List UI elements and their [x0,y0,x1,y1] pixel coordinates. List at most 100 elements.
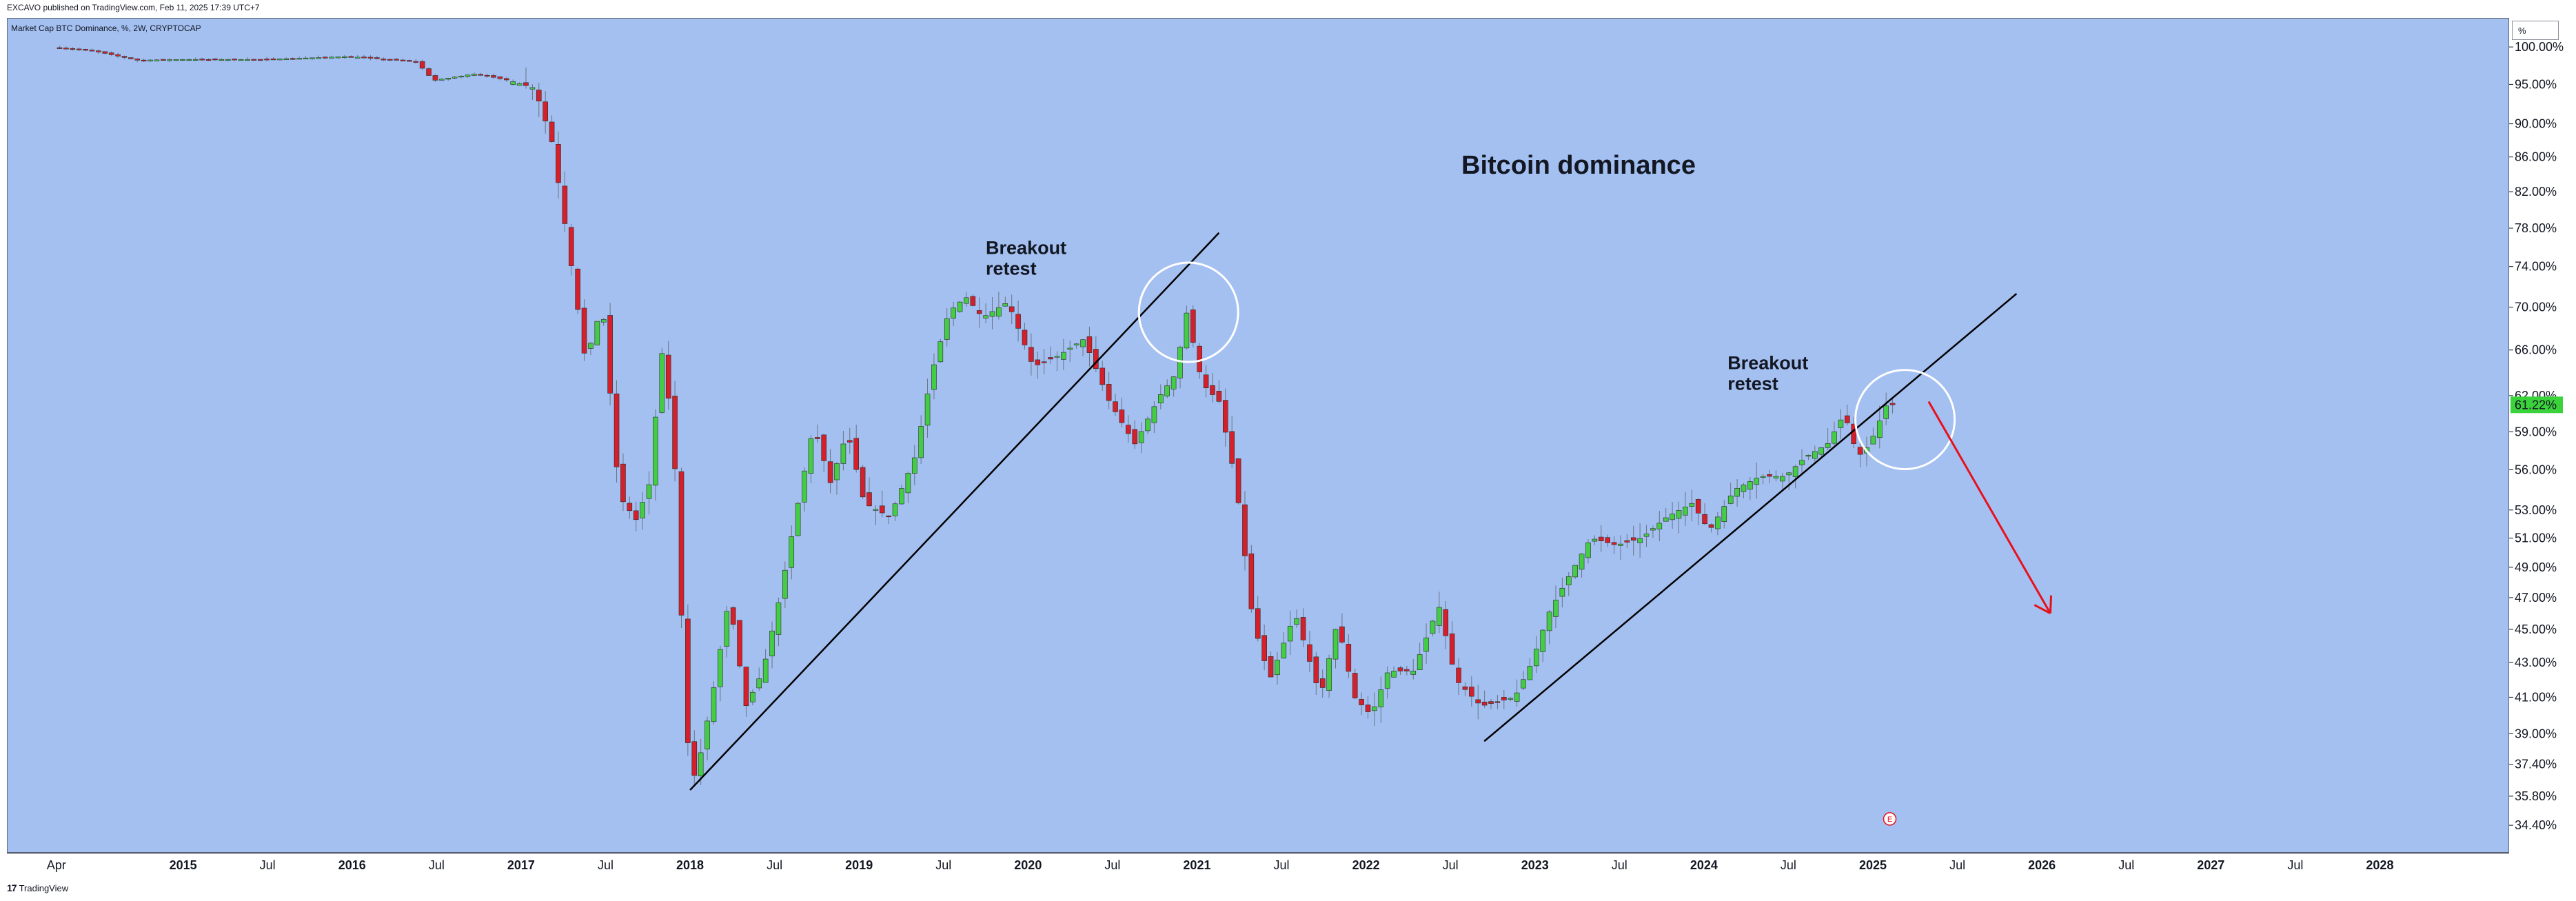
candle-down [607,315,613,394]
candle-down [620,463,626,503]
candle-up [1838,419,1844,428]
candle-up [1876,421,1883,438]
candle-up [1812,451,1818,459]
candle-down [1313,656,1319,683]
candle-up [762,658,769,683]
x-tick-label: Jul [2287,858,2303,872]
candle-up [1825,443,1831,448]
y-tick-label: 78.00% [2515,221,2557,235]
candle-down [1113,401,1118,412]
candle-down [212,59,218,61]
tradingview-logo-icon[interactable]: 17 [7,882,17,893]
candle-down [1190,310,1196,343]
candle-up [1384,672,1390,689]
x-tick-label: 2016 [338,858,366,872]
candle-down [1359,699,1364,705]
candle-up [1508,698,1514,700]
candle-down [419,61,425,69]
candle-down [478,74,484,76]
candle-down [846,440,853,443]
candle-up [1799,460,1805,465]
candle-down [866,492,872,507]
candle-down [199,59,205,61]
price-axis[interactable]: % [2509,18,2576,853]
candle-up [1670,514,1675,520]
candle-up [1521,679,1526,689]
candle-up [510,81,516,85]
candle-up [1650,528,1656,531]
x-tick-label: Jul [1949,858,1965,872]
candle-down [1702,514,1707,525]
time-axis[interactable] [7,853,2509,877]
candle-up [277,59,283,61]
candle-down [1106,384,1112,401]
candle-down [1857,447,1863,455]
retest-circle [1854,369,1956,471]
x-tick-label: Jul [767,858,782,872]
candle-down [1404,669,1410,671]
candle-up [1760,476,1766,478]
x-tick-label: 2017 [507,858,535,872]
projection-arrow [1927,401,2051,614]
candle-up [1780,476,1785,482]
candle-down [381,59,387,61]
candle-down [1501,697,1507,700]
candle-down [827,461,833,483]
chart-pane[interactable] [7,18,2509,853]
candle-down [976,310,982,314]
y-tick-label: 41.00% [2515,690,2557,704]
candle-up [775,603,782,635]
candle-down [1197,345,1202,372]
candles-layer [57,45,1896,785]
candle-down [1767,474,1772,477]
candle-up [782,569,788,599]
candle-down [1443,609,1449,636]
candle-down [562,185,568,224]
candle-down [484,74,490,77]
retest-label: retest [986,258,1037,279]
candle-down [413,61,419,63]
event-marker-icon [1883,812,1897,826]
candle-down [141,59,147,61]
candle-up [750,691,755,702]
x-tick-label: Jul [1104,858,1120,872]
candle-up [659,353,665,413]
candle-up [1559,587,1565,597]
candle-down [556,144,561,183]
candle-up [905,472,911,494]
candle-down [57,47,63,49]
candle-up [1832,431,1837,444]
event-marker-label: E [1887,816,1892,824]
candle-up [1805,455,1812,457]
price-unit-button[interactable]: % [2512,21,2559,40]
candle-down [374,57,380,59]
candle-down [1630,537,1636,541]
candle-up [1663,517,1669,522]
candle-up [588,343,594,349]
candle-up [1378,689,1384,707]
candle-down [685,618,691,743]
tradingview-wordmark[interactable]: TradingView [19,882,69,893]
candle-down [1449,634,1455,665]
candle-down [426,68,432,76]
candle-up [1073,343,1079,345]
candle-down [504,78,509,81]
candle-up [1533,649,1539,667]
projection-arrow-head [2049,595,2053,614]
candle-up [225,59,231,61]
y-tick-label: 49.00% [2515,560,2557,574]
candle-up [1061,352,1066,360]
candle-up [899,488,904,505]
candle-down [860,467,866,498]
candle-up [529,87,536,90]
candle-down [322,57,328,59]
y-tick-label: 39.00% [2515,727,2557,740]
y-ticks: 100.00% 95.00% 90.00% 86.00% 82.00% 78.00% 74.… [2509,40,2564,832]
y-tick-label: 66.00% [2515,343,2557,357]
candle-up [1792,466,1798,477]
candle-down [264,59,270,61]
candle-up [1870,436,1876,445]
y-tick-label: 74.00% [2515,260,2557,274]
candle-up [296,58,302,60]
